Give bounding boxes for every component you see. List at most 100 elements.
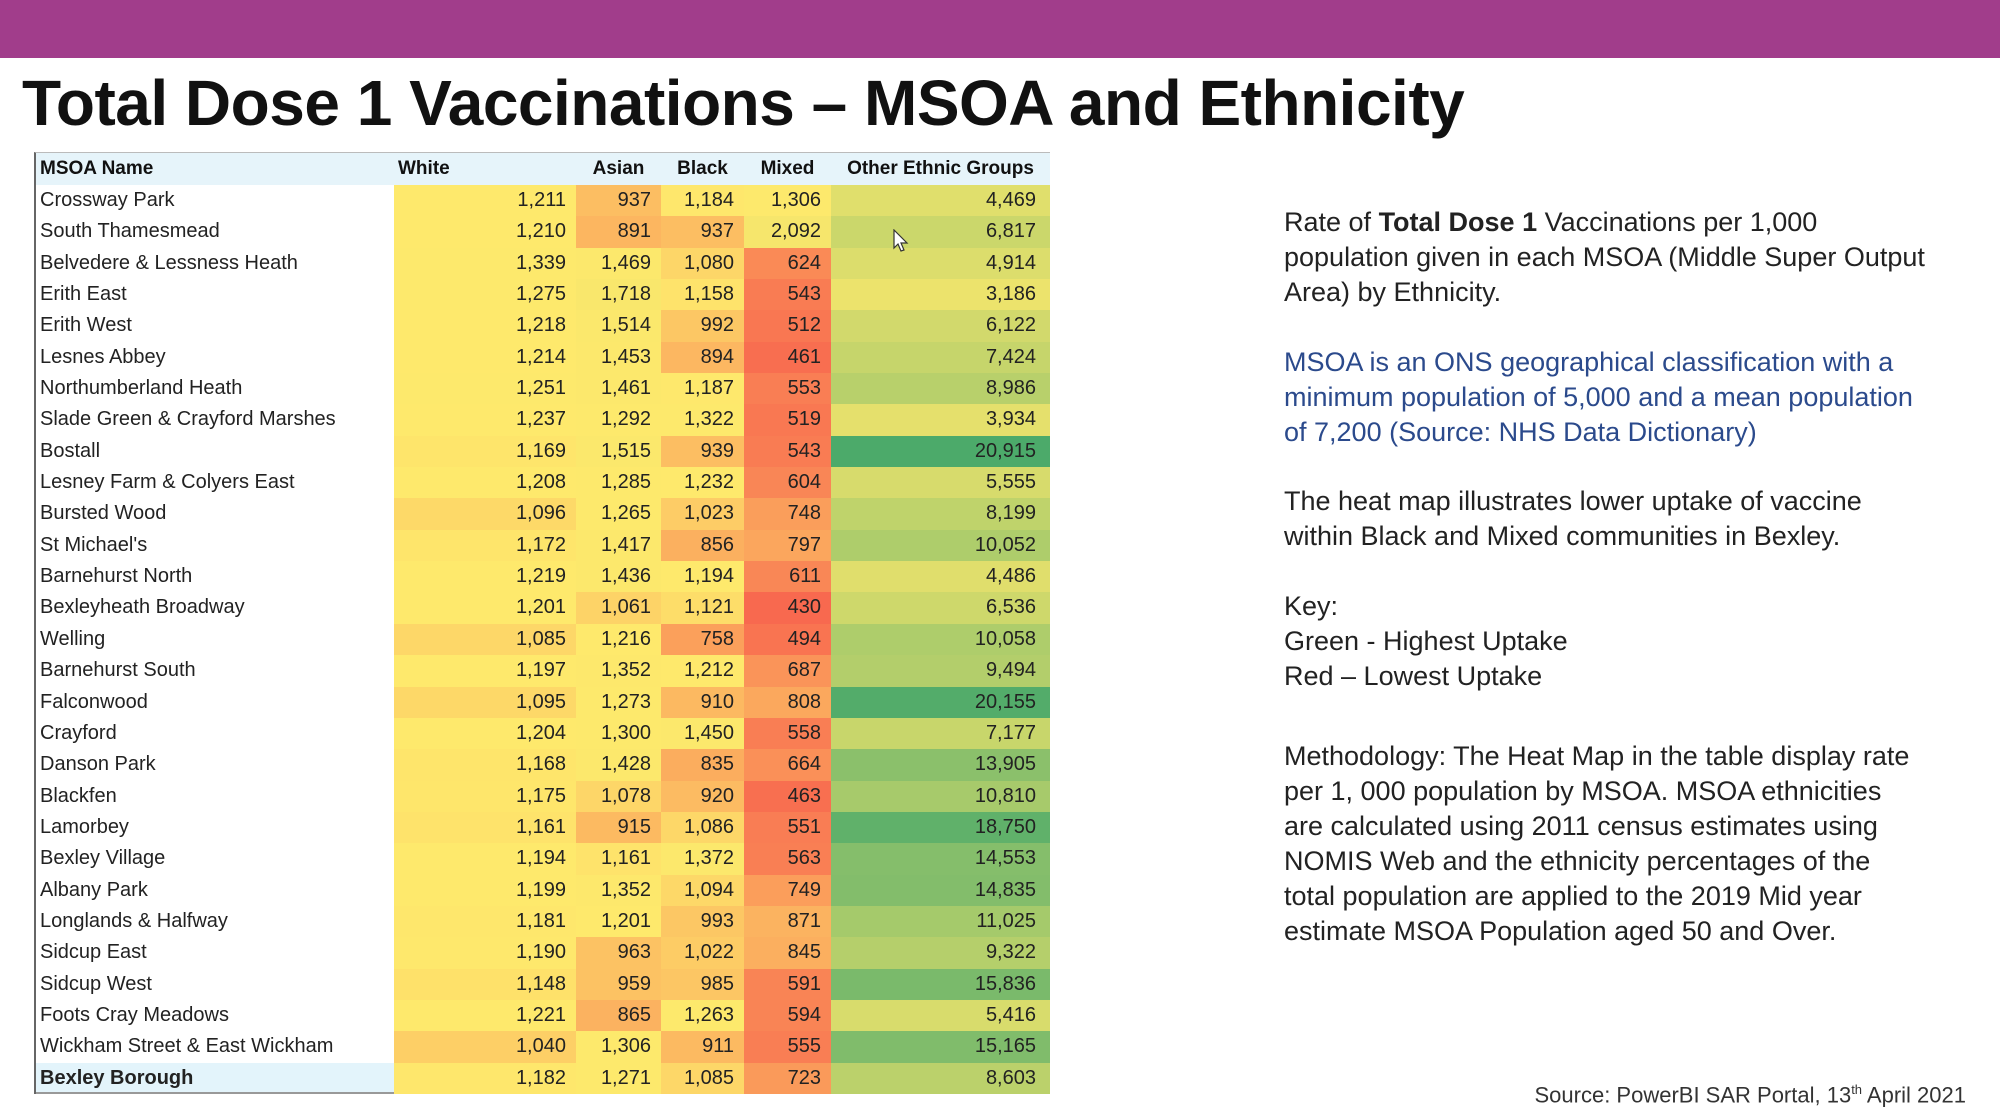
cell-other: 4,469 xyxy=(831,185,1050,217)
cell-black: 1,322 xyxy=(661,404,744,436)
cell-asian: 1,271 xyxy=(576,1062,661,1094)
cell-mixed: 624 xyxy=(744,247,831,280)
cell-white: 1,169 xyxy=(394,435,576,468)
table-row: Foots Cray Meadows 1,221 865 1,263 594 5,416 xyxy=(36,999,1050,1032)
cell-asian: 1,428 xyxy=(576,749,661,781)
cell-asian: 1,061 xyxy=(576,592,661,624)
table-row: Longlands & Halfway 1,181 1,201 993 871 11,02… xyxy=(36,905,1050,938)
table-row: Bexley Village 1,194 1,161 1,372 563 14,553 xyxy=(36,843,1050,875)
cell-mixed: 553 xyxy=(744,373,831,405)
cell-other: 8,199 xyxy=(831,498,1050,530)
cell-mixed: 519 xyxy=(744,404,831,436)
cell-black: 1,022 xyxy=(661,937,744,969)
cell-white: 1,237 xyxy=(394,404,576,436)
cell-white: 1,096 xyxy=(394,498,576,530)
cell-mixed: 723 xyxy=(744,1062,831,1094)
cell-msoa: Danson Park xyxy=(40,753,156,776)
cell-mixed: 591 xyxy=(744,968,831,1000)
cell-asian: 1,352 xyxy=(576,655,661,687)
cell-black: 1,187 xyxy=(661,373,744,405)
cell-msoa: Bexley Village xyxy=(40,847,166,870)
column-header-asian: Asian xyxy=(592,158,645,179)
cell-white: 1,218 xyxy=(394,310,576,342)
cell-msoa: Bexley Borough xyxy=(36,1062,394,1094)
cell-asian: 1,273 xyxy=(576,686,661,718)
cell-white: 1,175 xyxy=(394,780,576,812)
cell-black: 1,232 xyxy=(661,467,744,499)
source-note: Source: PowerBI SAR Portal, 13th April 2… xyxy=(1534,1082,1966,1108)
table-row: Sidcup West 1,148 959 985 591 15,836 xyxy=(36,968,1050,1000)
cell-asian: 1,078 xyxy=(576,780,661,812)
cell-asian: 937 xyxy=(576,185,661,217)
heatmap-insight: The heat map illustrates lower uptake of… xyxy=(1284,486,1862,551)
msoa-definition: MSOA is an ONS geographical classificati… xyxy=(1284,347,1913,447)
cell-asian: 1,265 xyxy=(576,498,661,530)
cell-white: 1,181 xyxy=(394,905,576,938)
cell-black: 1,121 xyxy=(661,592,744,624)
table-row: Sidcup East 1,190 963 1,022 845 9,322 xyxy=(36,937,1050,969)
cell-asian: 1,461 xyxy=(576,373,661,405)
cell-black: 1,212 xyxy=(661,655,744,687)
table-row: Northumberland Heath 1,251 1,461 1,187 553 8,… xyxy=(36,373,1050,405)
cell-other: 18,750 xyxy=(831,811,1050,844)
cell-other: 15,836 xyxy=(831,968,1050,1000)
cell-mixed: 543 xyxy=(744,435,831,468)
cell-black: 1,023 xyxy=(661,498,744,530)
cell-black: 993 xyxy=(661,905,744,938)
cell-asian: 1,417 xyxy=(576,529,661,562)
cell-msoa: Bursted Wood xyxy=(40,502,167,525)
cell-other: 7,177 xyxy=(831,717,1050,750)
cell-asian: 1,352 xyxy=(576,874,661,906)
table-row: Lesnes Abbey 1,214 1,453 894 461 7,424 xyxy=(36,341,1050,374)
cell-mixed: 555 xyxy=(744,1031,831,1063)
column-header-mixed: Mixed xyxy=(760,158,815,179)
cell-msoa: Sidcup West xyxy=(40,972,152,995)
cell-msoa: Falconwood xyxy=(40,690,148,713)
cell-mixed: 512 xyxy=(744,310,831,342)
cell-white: 1,211 xyxy=(394,185,576,217)
cell-white: 1,095 xyxy=(394,686,576,718)
table-row: Bexleyheath Broadway 1,201 1,061 1,121 430 6,… xyxy=(36,592,1050,624)
cell-other: 5,416 xyxy=(831,999,1050,1032)
column-header-other: Other Ethnic Groups xyxy=(847,158,1034,179)
cell-mixed: 604 xyxy=(744,467,831,499)
cell-other: 10,052 xyxy=(831,529,1050,562)
cell-other: 20,155 xyxy=(831,686,1050,718)
cell-msoa: Foots Cray Meadows xyxy=(40,1003,229,1026)
cell-white: 1,339 xyxy=(394,247,576,280)
cell-msoa: Crayford xyxy=(40,721,117,744)
cell-asian: 1,292 xyxy=(576,404,661,436)
cell-msoa: Erith West xyxy=(40,314,132,337)
cell-black: 1,085 xyxy=(661,1062,744,1094)
cell-black: 1,094 xyxy=(661,874,744,906)
cell-mixed: 687 xyxy=(744,655,831,687)
cell-asian: 1,216 xyxy=(576,623,661,656)
cell-other: 3,934 xyxy=(831,404,1050,436)
cell-black: 1,086 xyxy=(661,811,744,844)
cell-mixed: 845 xyxy=(744,937,831,969)
cell-mixed: 611 xyxy=(744,561,831,593)
cell-black: 835 xyxy=(661,749,744,781)
cell-mixed: 808 xyxy=(744,686,831,718)
total-row: Bexley Borough 1,182 1,271 1,085 723 8,603 xyxy=(36,1062,1050,1094)
cell-msoa: Longlands & Halfway xyxy=(40,909,228,932)
cell-other: 6,536 xyxy=(831,592,1050,624)
cell-black: 939 xyxy=(661,435,744,468)
cell-msoa: Bostall xyxy=(40,439,101,462)
cell-other: 13,905 xyxy=(831,749,1050,781)
cell-white: 1,172 xyxy=(394,529,576,562)
cell-other: 4,914 xyxy=(831,247,1050,280)
heatmap-table: MSOA Name White Asian Black Mixed Other … xyxy=(34,152,1050,1094)
cell-mixed: 558 xyxy=(744,717,831,750)
table-row: Falconwood 1,095 1,273 910 808 20,155 xyxy=(36,686,1050,718)
cell-black: 758 xyxy=(661,623,744,656)
cell-black: 1,263 xyxy=(661,999,744,1032)
cell-asian: 1,453 xyxy=(576,341,661,374)
cell-white: 1,190 xyxy=(394,937,576,969)
cell-black: 985 xyxy=(661,968,744,1000)
table-header: MSOA Name White Asian Black Mixed Other … xyxy=(36,153,1050,185)
cell-white: 1,199 xyxy=(394,874,576,906)
cell-white: 1,040 xyxy=(394,1031,576,1063)
table-row: Wickham Street & East Wickham 1,040 1,306 9… xyxy=(36,1031,1050,1063)
cell-black: 1,080 xyxy=(661,247,744,280)
